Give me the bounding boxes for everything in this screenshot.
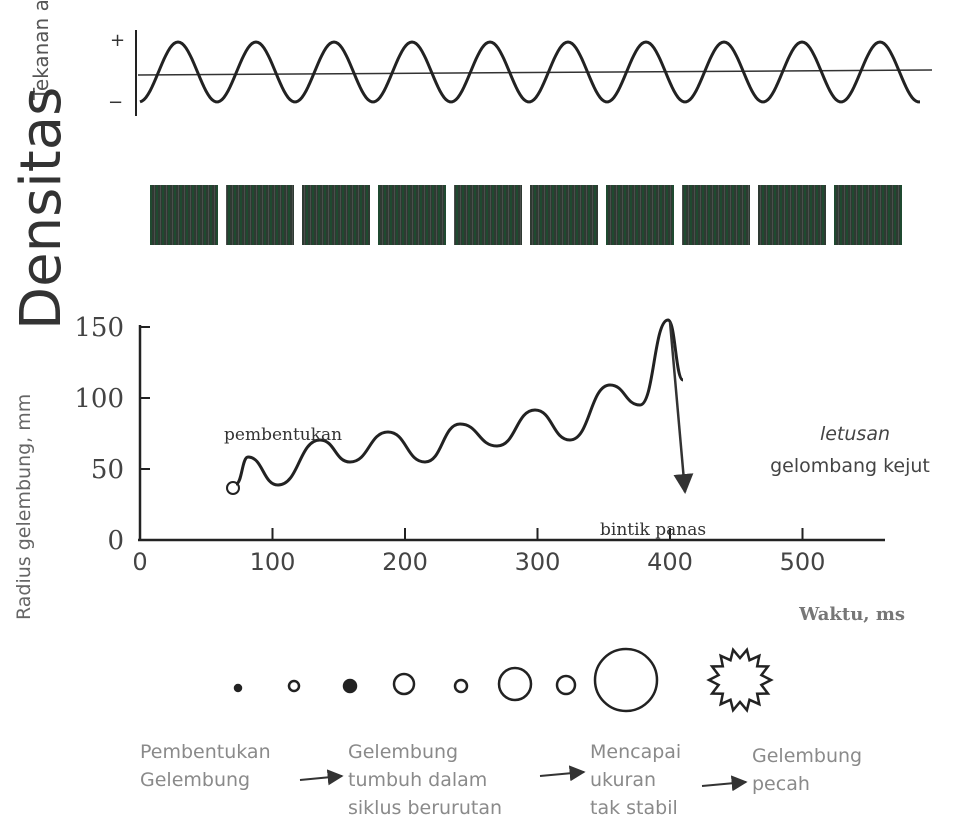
bubble bbox=[233, 683, 243, 693]
radius-label: Radius gelembung, mm bbox=[13, 394, 35, 620]
pressure-label: Tekanan akustik bbox=[29, 0, 53, 101]
shock-label: gelombang kejut bbox=[770, 455, 930, 477]
density-block bbox=[226, 185, 294, 245]
collapse-arrow bbox=[668, 321, 694, 494]
pressure-baseline bbox=[137, 69, 933, 76]
density-block bbox=[150, 185, 218, 245]
x-tick-label: 300 bbox=[515, 548, 561, 576]
density-label: Densitas bbox=[9, 87, 74, 330]
y-tick-label: 150 bbox=[74, 313, 124, 343]
minus-sign: − bbox=[108, 92, 123, 113]
bubble bbox=[453, 678, 469, 694]
density-block bbox=[302, 185, 370, 245]
stage-text: siklus berurutan bbox=[348, 797, 502, 819]
x-tick-label: 100 bbox=[250, 548, 296, 576]
pressure-wave bbox=[139, 40, 920, 104]
x-tick-label: 500 bbox=[780, 548, 826, 576]
stage-text: Pembentukan bbox=[140, 741, 271, 763]
nucleus bbox=[226, 481, 240, 495]
stage-text: tak stabil bbox=[590, 797, 678, 819]
bubble bbox=[593, 647, 659, 713]
radius-curve bbox=[235, 318, 685, 487]
arrow bbox=[701, 775, 748, 792]
y-tick-label: 50 bbox=[91, 455, 124, 485]
bubble bbox=[342, 678, 358, 694]
density-block bbox=[758, 185, 826, 245]
burst-label: letusan bbox=[820, 423, 890, 445]
stage-text: ukuran bbox=[590, 769, 656, 791]
burst-bubble bbox=[706, 647, 774, 713]
density-block bbox=[530, 185, 598, 245]
density-band bbox=[150, 185, 902, 245]
stage-text: Gelembung bbox=[348, 741, 458, 763]
stage-text: Mencapai bbox=[590, 741, 681, 763]
bubble bbox=[287, 679, 301, 693]
stage-arrows bbox=[299, 765, 748, 792]
bubble-row bbox=[233, 647, 774, 713]
stage-text: Gelembung bbox=[140, 769, 250, 791]
density-block bbox=[454, 185, 522, 245]
plus-sign: + bbox=[110, 30, 125, 51]
x-tick-label: 400 bbox=[647, 548, 693, 576]
x-tick-label: 0 bbox=[132, 548, 147, 576]
density-block bbox=[682, 185, 750, 245]
density-block bbox=[378, 185, 446, 245]
y-tick-label: 0 bbox=[107, 526, 124, 556]
bubble bbox=[497, 666, 533, 702]
density-block bbox=[606, 185, 674, 245]
hotspot-label: bintik panas bbox=[600, 520, 706, 540]
time-label: Waktu, ms bbox=[798, 604, 905, 625]
formation-label: pembentukan bbox=[224, 425, 342, 445]
arrow bbox=[299, 769, 344, 786]
bubble bbox=[392, 672, 416, 696]
x-tick-label: 200 bbox=[382, 548, 428, 576]
arrow bbox=[539, 765, 586, 782]
stage-text: pecah bbox=[752, 773, 810, 795]
y-tick-label: 100 bbox=[74, 384, 124, 414]
density-block bbox=[834, 185, 902, 245]
stage-text: Gelembung bbox=[752, 745, 862, 767]
stage-text: tumbuh dalam bbox=[348, 769, 487, 791]
bubble bbox=[555, 674, 577, 696]
